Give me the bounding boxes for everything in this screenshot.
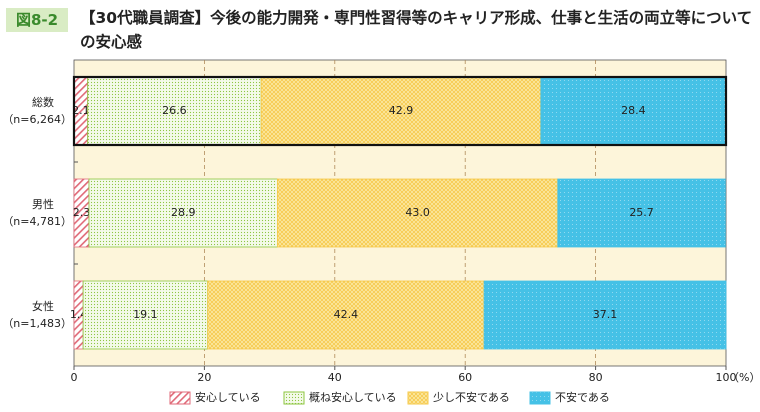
data-label: 28.9 bbox=[171, 206, 196, 219]
data-label: 19.1 bbox=[133, 308, 158, 321]
data-label: 28.4 bbox=[621, 104, 646, 117]
legend-swatch bbox=[283, 391, 305, 405]
x-tick-label: 20 bbox=[197, 371, 211, 384]
figure-label: 図8-2 bbox=[6, 8, 68, 32]
y-tick-label: 男性 bbox=[32, 197, 54, 211]
legend-label: 少し不安である bbox=[433, 390, 510, 404]
legend-swatch bbox=[529, 391, 551, 405]
bar-segment bbox=[207, 280, 485, 350]
x-tick-label: 80 bbox=[589, 371, 603, 384]
bar-segment bbox=[557, 178, 726, 248]
bar-segment bbox=[540, 76, 727, 146]
legend-label: 不安である bbox=[555, 390, 610, 404]
data-label: 2.1 bbox=[72, 104, 90, 117]
legend-swatch bbox=[407, 391, 429, 405]
y-tick-note: （n=6,264） bbox=[2, 113, 72, 126]
y-tick-label: 総数 bbox=[32, 95, 54, 109]
x-tick-label: 0 bbox=[71, 371, 78, 384]
bar-segment bbox=[88, 178, 278, 248]
bar-outline bbox=[72, 75, 728, 147]
data-label: 43.0 bbox=[405, 206, 430, 219]
data-label: 42.4 bbox=[334, 308, 359, 321]
bar-segment bbox=[483, 280, 727, 350]
bar-segment bbox=[82, 280, 209, 350]
chart-title: 【30代職員調査】今後の能力開発・専門性習得等のキャリア形成、仕事と生活の両立等… bbox=[80, 9, 753, 51]
x-unit: （%） bbox=[728, 371, 760, 384]
y-tick-note: （n=4,781） bbox=[2, 215, 72, 228]
y-tick-note: （n=1,483） bbox=[2, 317, 72, 330]
legend-label: 安心している bbox=[195, 390, 261, 404]
data-label: 25.7 bbox=[629, 206, 654, 219]
data-label: 42.9 bbox=[389, 104, 414, 117]
x-tick-label: 60 bbox=[458, 371, 472, 384]
legend-label: 概ね安心している bbox=[309, 390, 397, 404]
data-label: 2.3 bbox=[73, 206, 91, 219]
legend-swatch bbox=[169, 391, 191, 405]
data-label: 26.6 bbox=[162, 104, 187, 117]
x-tick-label: 40 bbox=[328, 371, 342, 384]
bar-segment bbox=[277, 178, 559, 248]
x-tick-label: 100 bbox=[716, 371, 737, 384]
bar-segment bbox=[87, 76, 262, 146]
y-tick-label: 女性 bbox=[32, 299, 54, 313]
data-label: 37.1 bbox=[593, 308, 618, 321]
